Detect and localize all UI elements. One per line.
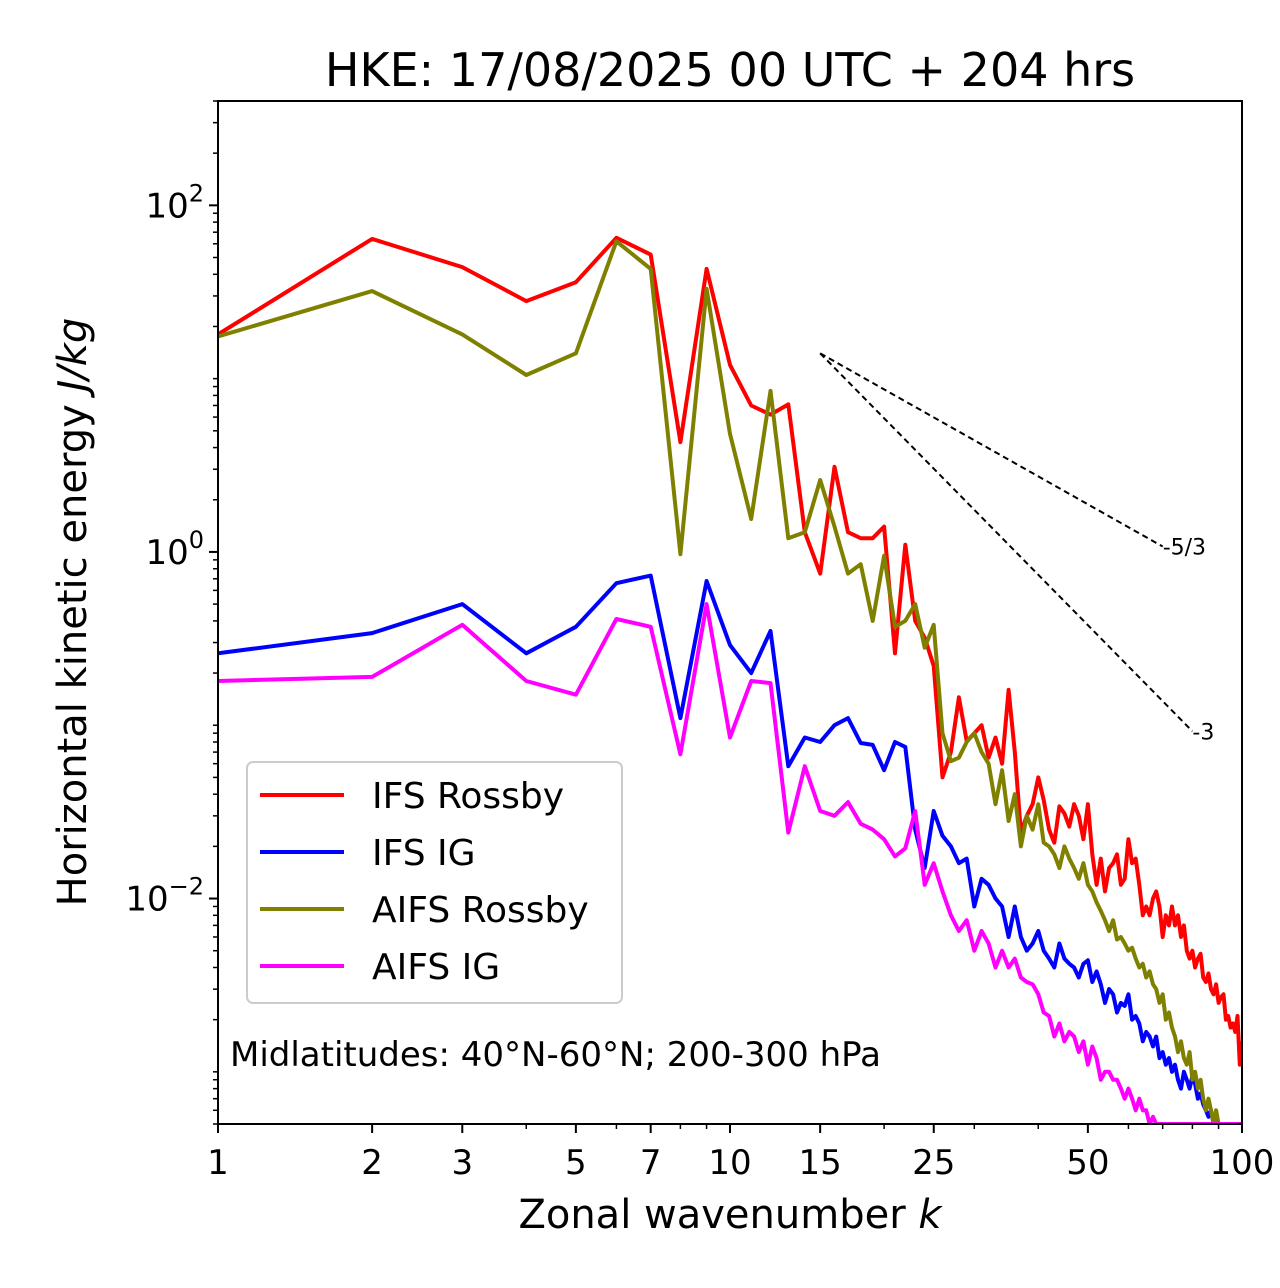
x-tick-label: 7 <box>640 1143 662 1183</box>
y-axis-label: Horizontal kinetic energy J/kg <box>50 318 96 907</box>
series-line-aifs-rossby <box>218 239 1242 1124</box>
data-series <box>218 235 1242 1124</box>
x-tick-label: 5 <box>565 1143 587 1183</box>
reference-line-label: -5/3 <box>1163 536 1206 561</box>
y-tick-exponent: −2 <box>169 873 204 901</box>
y-tick-exponent: 2 <box>189 179 204 207</box>
x-axis-label: Zonal wavenumber k <box>518 1192 943 1238</box>
y-axis-label-text: Horizontal kinetic energy <box>50 404 96 906</box>
plot-frame <box>217 100 1243 1125</box>
y-tick-base: 10 <box>145 533 188 573</box>
y-tick-base: 10 <box>145 186 188 226</box>
region-annotation: Midlatitudes: 40°N-60°N; 200-300 hPa <box>230 1035 881 1075</box>
legend-label: AIFS Rossby <box>372 890 589 931</box>
x-tick-labels: 1 2 3 5 7 10 15 25 50 100 <box>207 1143 1274 1183</box>
x-tick-label: 50 <box>1066 1143 1109 1183</box>
x-tick-label: 1 <box>207 1143 229 1183</box>
series-line-aifs-ig <box>218 602 1242 1124</box>
legend: IFS Rossby IFS IG AIFS Rossby AIFS IG <box>246 761 623 1004</box>
reference-line-2 <box>819 352 1194 732</box>
y-tick-label: 10−2 <box>125 873 204 920</box>
x-tick-label: 3 <box>451 1143 473 1183</box>
reference-line-1 <box>819 352 1164 548</box>
y-axis-label-units: J/kg <box>50 318 96 399</box>
x-tick-label: 15 <box>799 1143 842 1183</box>
y-tick-base: 10 <box>125 880 168 920</box>
series-line-ifs-rossby <box>218 235 1242 1067</box>
y-tick-label: 102 <box>145 179 204 226</box>
y-tick-label: 100 <box>145 526 204 573</box>
legend-items: IFS Rossby IFS IG AIFS Rossby AIFS IG <box>260 776 589 988</box>
x-tick-label: 25 <box>912 1143 955 1183</box>
chart-title: HKE: 17/08/2025 00 UTC + 204 hrs <box>325 43 1135 97</box>
reference-slope-lines: -5/3 -3 <box>819 352 1214 745</box>
x-tick-label: 10 <box>708 1143 751 1183</box>
x-axis-label-text: Zonal wavenumber <box>518 1192 906 1238</box>
x-tick-label: 2 <box>361 1143 383 1183</box>
legend-box <box>246 761 623 1004</box>
legend-label: AIFS IG <box>372 947 500 988</box>
legend-label: IFS IG <box>372 833 476 874</box>
x-axis-label-var: k <box>918 1192 943 1238</box>
y-tick-exponent: 0 <box>189 526 204 554</box>
x-tick-label: 100 <box>1210 1143 1275 1183</box>
legend-label: IFS Rossby <box>372 776 564 817</box>
reference-line-label: -3 <box>1192 720 1214 745</box>
